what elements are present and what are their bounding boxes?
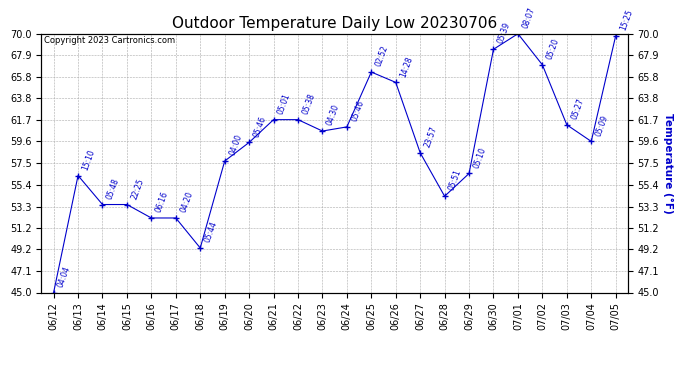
Text: 05:10: 05:10 <box>472 146 488 169</box>
Text: 05:48: 05:48 <box>106 177 121 200</box>
Y-axis label: Temperature (°F): Temperature (°F) <box>663 113 673 213</box>
Text: 05:09: 05:09 <box>594 114 610 137</box>
Text: 05:51: 05:51 <box>447 168 464 192</box>
Text: 05:27: 05:27 <box>569 97 586 121</box>
Text: 05:20: 05:20 <box>545 37 561 61</box>
Text: 08:07: 08:07 <box>521 6 537 30</box>
Text: 04:04: 04:04 <box>57 265 72 288</box>
Text: 05:01: 05:01 <box>276 92 293 116</box>
Text: 05:39: 05:39 <box>496 21 512 45</box>
Text: 05:44: 05:44 <box>203 220 219 244</box>
Title: Outdoor Temperature Daily Low 20230706: Outdoor Temperature Daily Low 20230706 <box>172 16 497 31</box>
Text: 05:46: 05:46 <box>252 114 268 138</box>
Text: Copyright 2023 Cartronics.com: Copyright 2023 Cartronics.com <box>44 36 175 45</box>
Text: 06:16: 06:16 <box>154 190 170 214</box>
Text: 15:25: 15:25 <box>618 8 634 32</box>
Text: 04:00: 04:00 <box>228 133 244 157</box>
Text: 22:25: 22:25 <box>130 177 146 200</box>
Text: 05:46: 05:46 <box>350 99 366 123</box>
Text: 23:57: 23:57 <box>423 125 439 148</box>
Text: 05:38: 05:38 <box>301 92 317 116</box>
Text: 14:28: 14:28 <box>399 55 415 78</box>
Text: 02:52: 02:52 <box>374 44 390 68</box>
Text: 04:20: 04:20 <box>179 190 195 214</box>
Text: 15:10: 15:10 <box>81 148 97 171</box>
Text: 04:30: 04:30 <box>325 103 341 127</box>
